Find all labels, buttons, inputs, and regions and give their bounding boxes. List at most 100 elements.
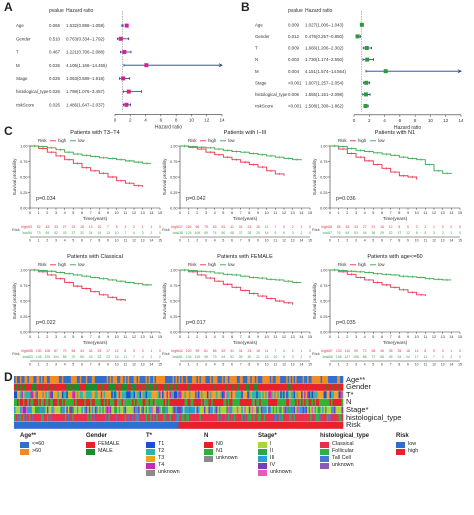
heatmap-cell-age <box>147 376 149 384</box>
heatmap-cell-hist <box>42 414 45 422</box>
forest-b-header-hr: Hazard ratio <box>305 8 332 14</box>
km-1-risk-x-tick-label: 10 <box>115 239 119 243</box>
heatmap-cell-hist <box>188 414 191 422</box>
heatmap-cell-stage <box>278 406 281 414</box>
heatmap-cell-hist <box>290 414 293 422</box>
heatmap-cell-n <box>271 398 274 406</box>
forest-a-point <box>124 23 129 28</box>
heatmap-cell-gender <box>232 383 235 391</box>
heatmap-cell-hist <box>227 414 230 422</box>
heatmap-cell-gender <box>91 383 94 391</box>
heatmap-cell-t <box>335 391 338 399</box>
heatmap-cell-age <box>305 376 308 384</box>
heatmap-row-label: Risk <box>346 420 361 430</box>
heatmap-cell-stage <box>305 406 308 414</box>
heatmap-cell-age <box>286 376 288 384</box>
heatmap-cell-gender <box>311 383 314 391</box>
heatmap-cell-risk <box>248 421 251 429</box>
heatmap-cell-risk <box>76 421 79 429</box>
heatmap-cell-n <box>60 398 63 406</box>
km-4-x-tick-label: 14 <box>149 335 153 339</box>
heatmap-cell-gender <box>304 383 306 391</box>
heatmap-cell-t <box>37 391 40 399</box>
heatmap-cell-t <box>203 391 206 399</box>
km-3-x-tick-label: 0 <box>329 211 331 215</box>
heatmap-cell-t <box>316 391 318 399</box>
heatmap-cell-t <box>91 391 94 399</box>
heatmap-cell-gender <box>168 383 170 391</box>
heatmap-cell-gender <box>34 383 37 391</box>
heatmap-cell-n <box>283 398 285 406</box>
km-4-risk-low-count: 33 <box>97 355 101 359</box>
heatmap-cell-hist <box>171 414 173 422</box>
km-3-risk-high-count: 0 <box>450 225 452 229</box>
legend-item: unknown <box>204 455 238 462</box>
heatmap-cell-gender <box>94 383 97 391</box>
heatmap-cell-n <box>313 398 315 406</box>
heatmap-cell-gender <box>212 383 215 391</box>
heatmap-cell-n <box>277 398 279 406</box>
heatmap-cell-n <box>81 398 84 406</box>
heatmap-cell-n <box>274 398 277 406</box>
km-1-x-tick-label: 11 <box>123 211 127 215</box>
heatmap-cell-risk <box>328 421 330 429</box>
heatmap-cell-risk <box>25 421 28 429</box>
heatmap-cell-n <box>129 398 131 406</box>
heatmap-cell-gender <box>52 383 55 391</box>
km-6-x-tick-label: 12 <box>432 335 436 339</box>
legend-item: low <box>396 441 418 448</box>
km-1-x-tick-label: 7 <box>90 211 92 215</box>
km-5-risk-high-count: 4 <box>283 349 285 353</box>
km-4-risk-low-count: 56 <box>80 355 84 359</box>
km-2-risk-low-count: 60 <box>221 231 225 235</box>
km-3-risk-x-tick-label: 7 <box>390 239 392 243</box>
heatmap-cell-hist <box>284 414 287 422</box>
legend-label: II <box>270 448 273 454</box>
km-1-risk-x-tick-label: 8 <box>98 239 100 243</box>
heatmap-cell-hist <box>205 414 208 422</box>
heatmap-cell-t <box>310 391 312 399</box>
heatmap-cell-risk <box>144 421 146 429</box>
heatmap-cell-n <box>286 398 288 406</box>
heatmap-cell-hist <box>165 414 167 422</box>
heatmap-cell-risk <box>269 421 272 429</box>
km-4-risk-low-count: 2 <box>150 355 152 359</box>
forest-a-ci-arrow <box>218 63 223 68</box>
heatmap-cell-risk <box>60 421 63 429</box>
km-5-y-tick-label: 0.50 <box>170 300 177 304</box>
heatmap-cell-hist <box>136 414 139 422</box>
heatmap-cell-stage <box>151 406 154 414</box>
heatmap-cell-hist <box>319 414 321 422</box>
forest-b-point <box>355 34 360 39</box>
heatmap-cell-hist <box>114 414 116 422</box>
heatmap-cell-t <box>224 391 227 399</box>
km-1-risk-high-count: 33 <box>54 225 58 229</box>
forest-a-row-label: riskScore <box>16 102 35 107</box>
heatmap-cell-risk <box>214 421 217 429</box>
heatmap-cell-n <box>75 398 78 406</box>
heatmap-cell-age <box>94 376 97 384</box>
legend-label: unknown <box>216 455 238 461</box>
heatmap-cell-age <box>133 376 136 384</box>
legend-item: >60 <box>20 448 44 455</box>
heatmap-cell-stage <box>100 406 103 414</box>
heatmap-cell-hist <box>211 414 214 422</box>
km-4-risk-x-tick-label: 7 <box>90 363 92 367</box>
heatmap-cell-gender <box>114 383 116 391</box>
km-1-x-tick-label: 2 <box>46 211 48 215</box>
heatmap-cell-t <box>251 391 254 399</box>
heatmap-cell-stage <box>245 406 248 414</box>
km-6-risk-high-count: 12 <box>415 349 419 353</box>
heatmap-cell-t <box>298 391 300 399</box>
heatmap-cell-n <box>175 398 178 406</box>
heatmap-cell-age <box>117 376 119 384</box>
heatmap-cell-gender <box>290 383 293 391</box>
km-5-y-tick-label: 1.00 <box>170 269 177 273</box>
heatmap-cell-gender <box>31 383 34 391</box>
km-6-x-tick-label: 7 <box>390 335 392 339</box>
heatmap-cell-age <box>120 376 122 384</box>
heatmap-cell-hist <box>63 414 66 422</box>
heatmap-cell-n <box>328 398 330 406</box>
heatmap-cell-stage <box>14 406 16 414</box>
